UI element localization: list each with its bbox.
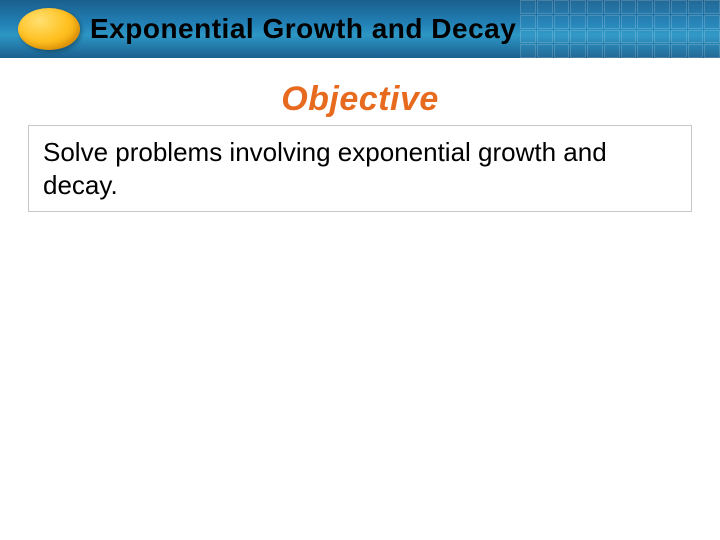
grid-cell (537, 15, 553, 29)
grid-cell (621, 15, 637, 29)
grid-cell (688, 44, 704, 58)
grid-cell (637, 30, 653, 44)
grid-cell (704, 30, 720, 44)
grid-cell (671, 44, 687, 58)
grid-cell (587, 0, 603, 14)
grid-cell (704, 44, 720, 58)
grid-cell (537, 44, 553, 58)
grid-cell (604, 44, 620, 58)
grid-cell (554, 15, 570, 29)
subtitle: Objective (0, 80, 720, 119)
grid-cell (654, 0, 670, 14)
grid-cell (587, 44, 603, 58)
header-title: Exponential Growth and Decay (90, 13, 516, 45)
grid-cell (570, 44, 586, 58)
grid-cell (604, 15, 620, 29)
grid-cell (621, 0, 637, 14)
logo-oval-icon (18, 8, 80, 50)
grid-cell (570, 15, 586, 29)
grid-cell (671, 0, 687, 14)
grid-cell (688, 30, 704, 44)
grid-cell (637, 44, 653, 58)
grid-cell (621, 44, 637, 58)
grid-cell (554, 30, 570, 44)
grid-cell (704, 15, 720, 29)
grid-cell (654, 44, 670, 58)
grid-cell (671, 30, 687, 44)
grid-cell (554, 0, 570, 14)
grid-cell (537, 0, 553, 14)
grid-cell (554, 44, 570, 58)
grid-cell (520, 15, 536, 29)
grid-cell (570, 0, 586, 14)
grid-cell (604, 0, 620, 14)
grid-cell (637, 15, 653, 29)
content-text: Solve problems involving exponential gro… (43, 136, 677, 201)
grid-cell (604, 30, 620, 44)
header-bar: Exponential Growth and Decay (0, 0, 720, 58)
grid-cell (537, 30, 553, 44)
content-box: Solve problems involving exponential gro… (28, 125, 692, 212)
grid-cell (654, 30, 670, 44)
grid-cell (587, 30, 603, 44)
grid-cell (520, 44, 536, 58)
grid-cell (688, 15, 704, 29)
header-grid-pattern (520, 0, 720, 58)
grid-cell (621, 30, 637, 44)
grid-cell (654, 15, 670, 29)
grid-cell (587, 15, 603, 29)
grid-cell (671, 15, 687, 29)
grid-cell (688, 0, 704, 14)
grid-cell (520, 30, 536, 44)
grid-cell (704, 0, 720, 14)
grid-cell (637, 0, 653, 14)
grid-cell (570, 30, 586, 44)
grid-cell (520, 0, 536, 14)
